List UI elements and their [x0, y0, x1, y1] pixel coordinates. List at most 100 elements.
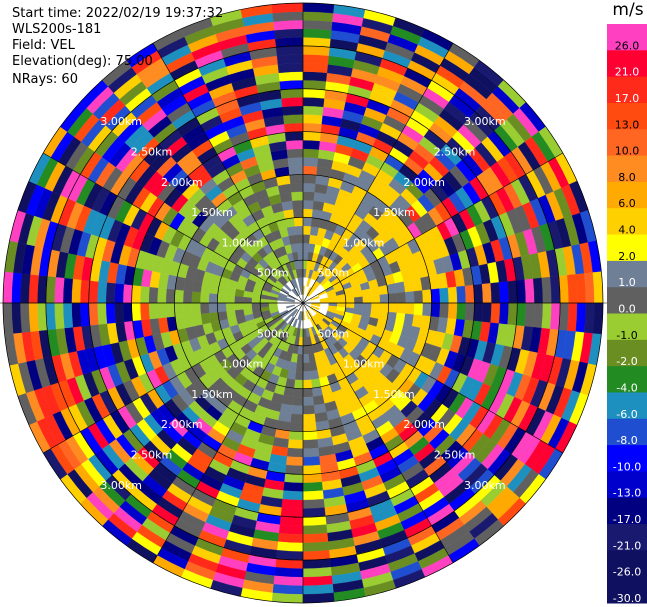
colorbar-segment — [607, 76, 647, 104]
range-gate — [378, 285, 389, 296]
nrays-label: NRays: 60 — [12, 72, 78, 87]
range-gate — [584, 272, 595, 304]
range-gate — [507, 302, 518, 326]
range-ring-label: 2.00km — [403, 418, 445, 431]
range-gate — [422, 289, 432, 304]
range-gate — [302, 524, 328, 535]
range-gate — [317, 289, 327, 297]
range-gate — [405, 291, 415, 304]
colorbar-segment — [607, 24, 647, 51]
range-gate — [182, 290, 193, 304]
range-gate — [285, 139, 304, 150]
range-gate — [464, 284, 475, 304]
range-gate — [28, 274, 39, 304]
range-gate — [286, 447, 304, 458]
range-gate — [575, 302, 587, 333]
range-gate — [273, 575, 304, 587]
range-gate — [278, 524, 304, 535]
range-gate — [302, 139, 321, 150]
range-gate — [286, 148, 304, 159]
range-gate — [292, 396, 304, 407]
range-gate — [396, 292, 407, 304]
range-gate — [281, 395, 294, 406]
range-gate — [148, 286, 159, 304]
colorbar-segment — [607, 50, 647, 78]
range-gate — [456, 302, 467, 321]
range-gate — [310, 295, 320, 301]
range-ring-label: 2.50km — [434, 449, 476, 462]
range-gate — [285, 456, 304, 467]
range-gate — [157, 302, 167, 319]
range-gate — [288, 165, 304, 176]
range-gate — [293, 217, 304, 227]
range-gate — [88, 302, 99, 326]
range-gate — [541, 302, 552, 330]
range-gate — [272, 584, 304, 595]
elevation-label: Elevation(deg): 75.00 — [12, 54, 153, 69]
range-gate — [302, 388, 314, 398]
range-gate — [28, 302, 39, 332]
range-gate — [105, 282, 116, 304]
range-gate — [294, 371, 304, 381]
range-gate — [242, 302, 253, 310]
range-gate — [371, 294, 381, 304]
range-gate — [567, 274, 578, 304]
colorbar-tick-label: 0.0 — [618, 303, 636, 316]
range-gate — [62, 302, 74, 329]
range-ring-label: 2.00km — [403, 176, 445, 189]
range-gate — [550, 302, 561, 331]
range-gate — [274, 28, 304, 39]
range-ring-label: 1.50km — [191, 206, 233, 219]
range-gate — [200, 281, 211, 294]
colorbar-tick-label: -26.0 — [613, 566, 641, 579]
colorbar-segment — [607, 129, 647, 157]
range-gate — [281, 498, 304, 509]
range-gate — [302, 422, 317, 432]
range-gate — [287, 439, 304, 449]
range-gate — [131, 284, 142, 304]
range-gate — [272, 11, 304, 22]
range-gate — [54, 276, 65, 304]
range-gate — [284, 464, 304, 475]
azimuth-spoke — [152, 302, 304, 563]
range-gate — [292, 388, 304, 398]
range-gate — [464, 302, 475, 322]
colorbar-segment — [607, 550, 647, 578]
range-ring-label: 3.00km — [464, 115, 506, 128]
range-gate — [97, 302, 108, 325]
range-ring-label: 500m — [257, 267, 289, 280]
range-gate — [122, 302, 133, 322]
colorbar-segment — [607, 392, 647, 420]
range-gate — [295, 362, 304, 372]
colorbar-segment — [607, 155, 647, 183]
range-gate — [302, 114, 323, 125]
range-gate — [302, 165, 318, 176]
range-gate — [278, 71, 304, 82]
range-gate — [284, 122, 304, 133]
range-gate — [19, 273, 31, 304]
range-gate — [105, 302, 116, 324]
range-ring-label: 500m — [317, 327, 349, 340]
range-gate — [302, 191, 315, 201]
colorbar-segment — [607, 576, 647, 604]
range-gate — [276, 54, 304, 65]
range-gate — [302, 105, 324, 116]
range-ring-label: 500m — [317, 267, 349, 280]
range-gate — [302, 567, 332, 578]
range-gate — [473, 302, 484, 322]
range-gate — [199, 302, 210, 314]
range-ring-label: 2.50km — [434, 145, 476, 158]
colorbar-tick-label: -13.0 — [613, 487, 641, 500]
range-gate — [550, 275, 561, 304]
range-gate — [481, 283, 492, 304]
colorbar-tick-label: 10.0 — [615, 145, 640, 158]
range-gate — [296, 242, 304, 253]
range-gate — [302, 439, 319, 449]
range-gate — [191, 302, 201, 315]
range-gate — [165, 302, 176, 318]
range-gate — [282, 490, 304, 501]
colorbar-unit: m/s — [612, 0, 644, 20]
range-gate — [302, 456, 321, 467]
range-gate — [302, 413, 316, 424]
range-gate — [369, 286, 380, 296]
